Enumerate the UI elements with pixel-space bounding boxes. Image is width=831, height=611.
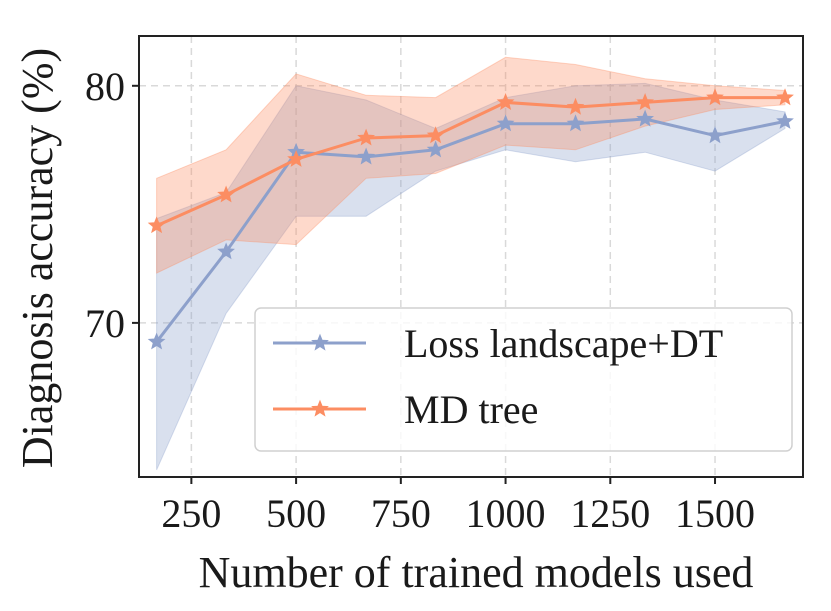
series-1-point <box>217 185 235 203</box>
series-0-confidence-band <box>156 82 786 471</box>
legend: Loss landscape+DT MD tree <box>254 307 793 452</box>
plot-frame <box>138 35 804 478</box>
legend-label-1: MD tree <box>404 387 538 432</box>
series-0-point <box>217 242 235 260</box>
x-axis-title: Number of trained models used <box>199 548 754 597</box>
x-tick-label: 1500 <box>675 491 755 536</box>
series-1-point <box>147 216 166 234</box>
legend-marker-1 <box>311 399 329 417</box>
confidence-bands <box>156 56 786 471</box>
x-tick-label: 500 <box>266 491 326 536</box>
axis-ticks: 250 500 750 1000 1250 1500 70 80 <box>85 64 755 536</box>
legend-label-0: Loss landscape+DT <box>404 321 723 366</box>
x-tick-label: 1250 <box>570 491 650 536</box>
series-0-point <box>566 114 585 132</box>
y-axis-title: Diagnosis accuracy (%) <box>13 48 62 468</box>
y-tick-label: 80 <box>85 64 125 109</box>
series-lines <box>147 88 794 350</box>
series-1-point <box>706 88 724 106</box>
series-0-point <box>636 109 654 127</box>
series-1-confidence-band <box>156 56 786 274</box>
series-1-point <box>776 88 794 106</box>
series-0-point <box>357 147 375 165</box>
legend-box <box>254 307 793 452</box>
series-0-point <box>776 112 794 129</box>
series-1-point <box>357 128 375 146</box>
series-1-point <box>426 126 445 144</box>
series-0-point <box>706 126 724 144</box>
legend-marker-0 <box>311 333 329 351</box>
series-0-line <box>155 117 786 343</box>
series-0-point <box>147 332 166 350</box>
series-1-point <box>566 97 585 115</box>
series-1-line <box>155 96 785 228</box>
series-1-point <box>287 149 305 167</box>
series-1-point <box>636 93 654 111</box>
series-0-point <box>426 140 445 158</box>
x-tick-label: 250 <box>161 491 221 536</box>
series-1-point <box>496 93 515 111</box>
x-tick-label: 750 <box>371 491 431 536</box>
y-tick-label: 70 <box>85 301 125 346</box>
series-0-point <box>496 114 515 132</box>
x-tick-label: 1000 <box>466 491 546 536</box>
